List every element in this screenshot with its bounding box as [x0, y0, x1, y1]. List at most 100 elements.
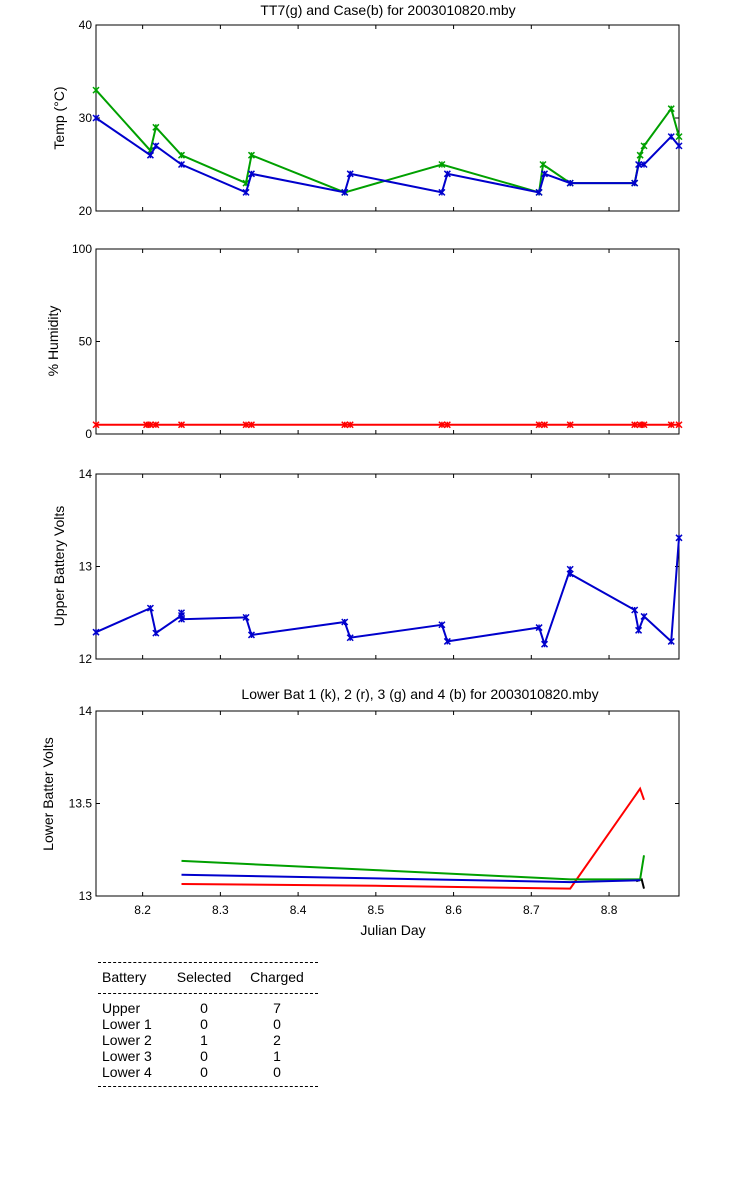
row-selected: 0 [200, 1048, 208, 1064]
series-line-1 [181, 786, 645, 890]
series-line-3 [181, 873, 641, 884]
data-point [640, 160, 648, 169]
data-point [146, 604, 154, 612]
data-point [438, 188, 446, 196]
data-point [247, 631, 255, 639]
row-selected: 0 [200, 1000, 208, 1016]
upper-battery-x-ticks [142, 474, 610, 659]
temp-y-ticks: 20 30 40 [79, 18, 679, 218]
data-point [535, 421, 543, 429]
temp-x-ticks [142, 25, 610, 211]
row-charged: 0 [273, 1064, 281, 1080]
data-point [152, 421, 160, 429]
humidity-y-ticks: 0 50 100 [72, 242, 679, 441]
data-point [631, 421, 639, 429]
lower-battery-y-ticks: 13 13.5 14 [69, 704, 679, 903]
table-row: Lower 2 1 2 [98, 1032, 318, 1048]
header-charged: Charged [250, 969, 304, 985]
data-point [341, 188, 349, 196]
humidity-series [92, 421, 683, 429]
data-point [640, 421, 648, 429]
data-point [540, 421, 549, 429]
data-point [667, 637, 675, 645]
data-point [566, 570, 574, 578]
x-tick-label: 8.5 [367, 903, 384, 917]
lower-battery-plot-frame [95, 710, 680, 897]
row-battery: Lower 4 [102, 1064, 152, 1080]
table-top-rule [98, 962, 318, 963]
data-point [247, 170, 255, 178]
table-header-row: Battery Selected Charged [98, 967, 318, 987]
data-point [675, 421, 683, 429]
data-point [341, 618, 349, 626]
data-point [640, 142, 648, 150]
y-tick-label: 30 [79, 111, 93, 125]
humidity-x-ticks [142, 249, 610, 434]
data-point [631, 179, 639, 187]
data-point [92, 86, 100, 94]
data-point [177, 615, 186, 623]
data-point [242, 188, 250, 196]
x-axis-label: Julian Day [360, 922, 425, 938]
series-line-2 [181, 855, 645, 881]
data-point [566, 179, 574, 187]
data-point [443, 421, 451, 429]
row-selected: 0 [200, 1064, 208, 1080]
row-battery: Lower 1 [102, 1016, 152, 1032]
lower-battery-series [181, 786, 645, 890]
header-battery: Battery [102, 969, 147, 985]
data-point [443, 637, 451, 645]
y-tick-label: 0 [85, 427, 92, 441]
data-point [667, 105, 675, 113]
data-point [438, 160, 446, 169]
humidity-y-axis-label: % Humidity [45, 306, 61, 377]
y-tick-label: 14 [79, 467, 93, 481]
temp-chart-title: TT7(g) and Case(b) for 2003010820.mby [260, 2, 515, 18]
series-line-0 [95, 537, 680, 648]
row-charged: 7 [273, 1000, 281, 1016]
x-tick-label: 8.7 [523, 903, 540, 917]
y-tick-label: 50 [79, 335, 93, 349]
data-point [675, 133, 683, 141]
lower-battery-chart-title: Lower Bat 1 (k), 2 (r), 3 (g) and 4 (b) … [241, 686, 598, 702]
row-charged: 0 [273, 1016, 281, 1032]
table-header-rule [98, 993, 318, 994]
row-selected: 0 [200, 1016, 208, 1032]
x-tick-label: 8.4 [290, 903, 307, 917]
row-battery: Upper [102, 1000, 141, 1016]
data-point [177, 421, 186, 429]
data-point [438, 621, 446, 629]
lower-battery-panel: Lower Bat 1 (k), 2 (r), 3 (g) and 4 (b) … [40, 686, 680, 938]
data-point [177, 160, 186, 169]
x-tick-label: 8.8 [601, 903, 618, 917]
data-point [675, 142, 683, 150]
header-selected: Selected [176, 969, 232, 985]
data-point [539, 160, 547, 169]
data-point [341, 421, 349, 429]
lower-battery-y-axis-label: Lower Batter Volts [40, 737, 56, 851]
series-line-0 [95, 89, 680, 194]
data-point [667, 421, 675, 429]
row-charged: 2 [273, 1032, 281, 1048]
y-tick-label: 13 [79, 560, 93, 574]
temp-series [92, 86, 683, 196]
data-point [566, 421, 574, 429]
data-point [152, 142, 160, 150]
table-row: Lower 1 0 0 [98, 1016, 318, 1032]
data-point [540, 170, 549, 178]
data-point [635, 160, 643, 169]
data-point [438, 421, 446, 429]
data-point [346, 170, 354, 178]
row-charged: 1 [273, 1048, 281, 1064]
table-row: Upper 0 7 [98, 1000, 318, 1016]
upper-battery-plot-frame [95, 473, 680, 660]
x-tick-label: 8.3 [212, 903, 229, 917]
data-point [346, 421, 354, 429]
humidity-panel: % Humidity 0 50 100 [45, 242, 683, 441]
y-tick-label: 12 [79, 652, 93, 666]
data-point [146, 421, 154, 429]
data-point [152, 629, 160, 637]
humidity-plot-frame [95, 248, 680, 435]
data-point [636, 151, 644, 159]
data-point [535, 624, 543, 632]
